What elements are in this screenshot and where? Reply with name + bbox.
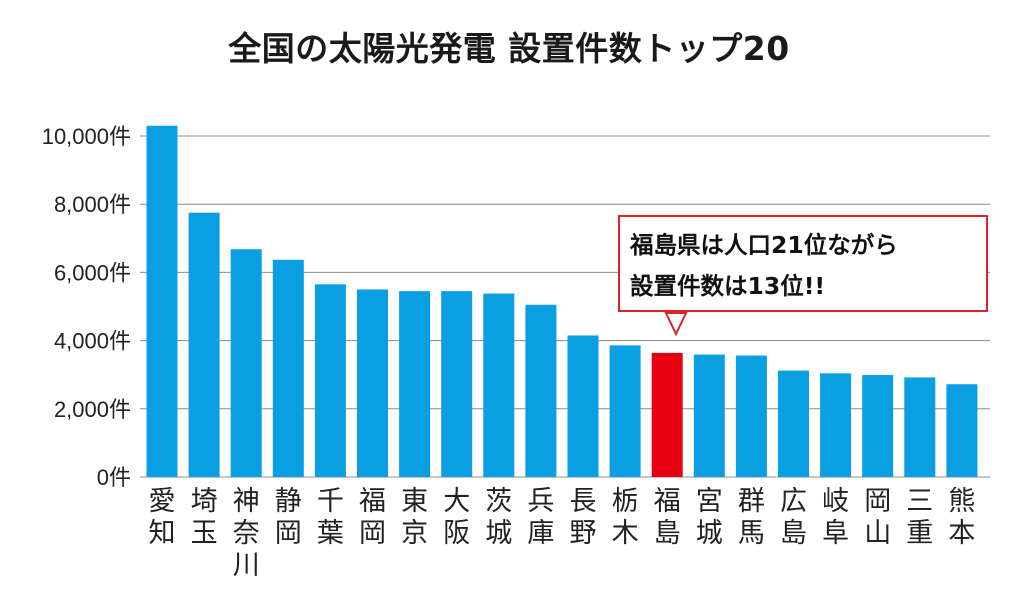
x-tick-label: 広島 (780, 486, 807, 549)
bar-1 (146, 125, 178, 478)
x-tick-label: 宮城 (696, 486, 723, 549)
bar-15 (735, 355, 767, 477)
bar-14 (693, 354, 725, 477)
x-tick-label: 岡山 (864, 486, 891, 549)
bars (146, 125, 978, 478)
bar-3 (230, 249, 262, 477)
x-tick-label: 福島 (654, 486, 681, 549)
x-tick-label: 福岡 (359, 486, 386, 549)
x-tick-label: 千葉 (317, 486, 344, 549)
x-tick-label: 茨城 (485, 486, 512, 549)
y-axis-tick-labels: 0件 2,000件 4,000件 6,000件 8,000件 10,000件 (42, 124, 131, 490)
x-axis-tick-labels: 愛知埼玉神奈川静岡千葉福岡東京大阪茨城兵庫長野栃木福島宮城群馬広島岐阜岡山三重熊… (149, 486, 976, 581)
x-tick-label: 静岡 (275, 486, 302, 549)
bar-5 (314, 284, 346, 477)
bar-20 (946, 384, 978, 477)
x-tick-label: 愛知 (149, 486, 176, 549)
annotation-text: 福島県は人口21位ながら 設置件数は13位!! (630, 231, 898, 300)
bar-12 (609, 345, 641, 477)
bar-10 (525, 304, 557, 477)
bar-11 (567, 335, 599, 477)
bar-2 (188, 212, 220, 477)
x-tick-label: 長野 (570, 486, 597, 549)
x-tick-label: 兵庫 (527, 486, 554, 549)
x-tick-label: 栃木 (612, 486, 639, 549)
x-tick-label: 大阪 (443, 486, 470, 549)
x-tick-label: 岐阜 (822, 486, 849, 549)
bar-16 (778, 370, 809, 477)
bar-13 (651, 352, 683, 477)
bar-17 (820, 373, 852, 477)
chart-title: 全国の太陽光発電 設置件数トップ20 (228, 29, 790, 68)
x-tick-label: 東京 (401, 486, 428, 549)
bar-6 (357, 289, 388, 477)
callout-pointer (664, 312, 688, 337)
bar-4 (272, 259, 304, 477)
x-tick-label: 熊本 (948, 486, 975, 549)
y-tick-label: 2,000件 (54, 397, 131, 422)
y-tick-label: 6,000件 (54, 260, 131, 285)
x-tick-label: 群馬 (738, 486, 765, 549)
annotation-callout: 福島県は人口21位ながら 設置件数は13位!! (618, 215, 988, 312)
bar-9 (483, 293, 515, 477)
y-tick-label: 4,000件 (54, 329, 131, 354)
x-tick-label: 埼玉 (191, 486, 218, 549)
bar-18 (862, 375, 894, 477)
bar-8 (441, 291, 473, 477)
x-tick-label: 三重 (906, 486, 933, 549)
y-tick-label: 10,000件 (42, 124, 131, 149)
y-tick-label: 8,000件 (54, 192, 131, 217)
bar-7 (399, 291, 431, 477)
bar-19 (904, 377, 936, 477)
y-tick-label: 0件 (97, 465, 131, 490)
x-tick-label: 神奈川 (233, 486, 260, 581)
